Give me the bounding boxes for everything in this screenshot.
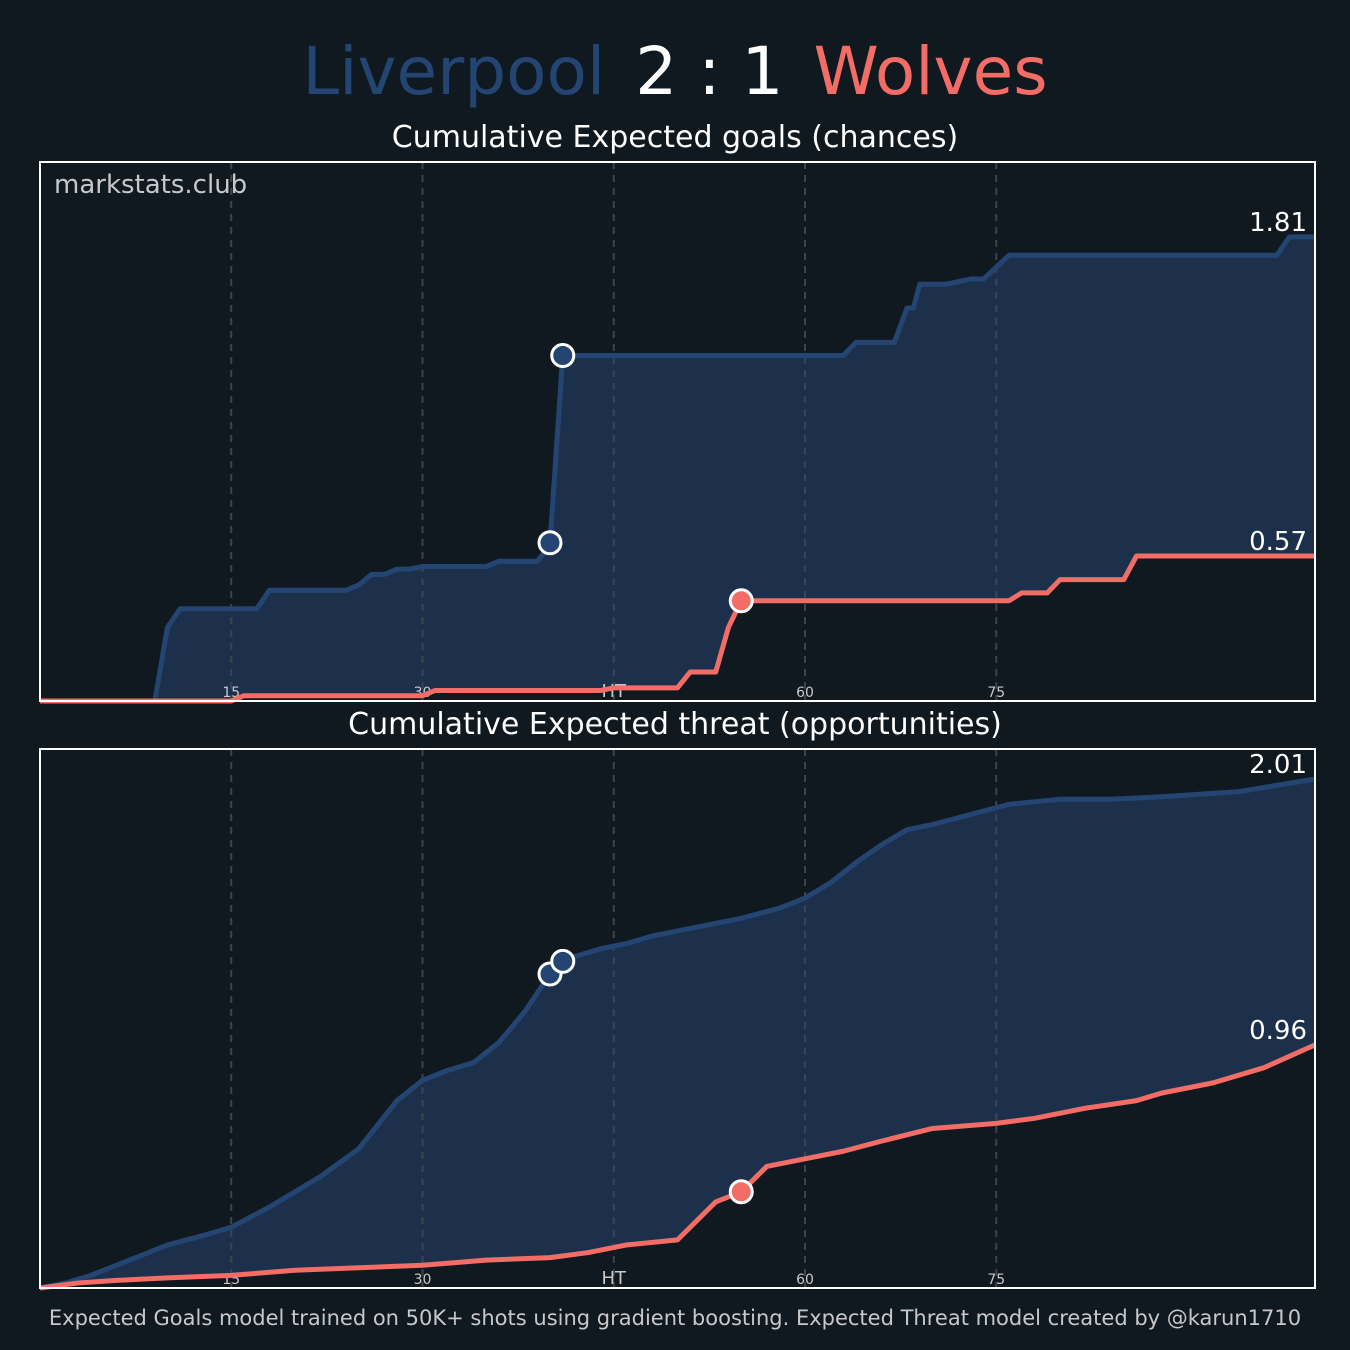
xt-tick-label: 30 bbox=[414, 1272, 432, 1288]
home-team-name: Liverpool bbox=[302, 33, 606, 110]
xg-plot-frame bbox=[39, 161, 1316, 702]
xt-wolves-final-label: 0.96 bbox=[1249, 1016, 1307, 1046]
xt-wolves-goal-marker bbox=[728, 1179, 754, 1205]
xg-liverpool-goal-marker bbox=[537, 530, 563, 556]
xg-wolves-goal-marker bbox=[728, 588, 754, 614]
xg-wolves-line bbox=[40, 553, 1315, 704]
xg-tick-label: 75 bbox=[987, 685, 1005, 701]
xt-chart-title: Cumulative Expected threat (opportunitie… bbox=[348, 707, 1002, 742]
xg-tick-label: 60 bbox=[796, 685, 814, 701]
xg-chart-title: Cumulative Expected goals (chances) bbox=[391, 120, 959, 155]
match-header: Liverpool 2 : 1 Wolves bbox=[0, 22, 1350, 122]
xt-liverpool-goal-marker bbox=[550, 948, 576, 974]
xt-tick-label: 60 bbox=[796, 1272, 814, 1288]
xt-tick-label: HT bbox=[601, 1268, 627, 1289]
score: 2 : 1 bbox=[635, 33, 784, 110]
xg-liverpool-goal-marker bbox=[550, 343, 576, 369]
xg-liverpool-final-label: 1.81 bbox=[1249, 208, 1307, 238]
xt-liverpool-line bbox=[39, 776, 1316, 1291]
xt-liverpool-final-label: 2.01 bbox=[1249, 750, 1307, 780]
xt-plot-frame bbox=[39, 748, 1316, 1289]
xg-wolves-final-label: 0.57 bbox=[1249, 527, 1307, 557]
xt-wolves-line bbox=[39, 1042, 1317, 1291]
xt-tick-label: 75 bbox=[987, 1272, 1005, 1288]
footer-note: Expected Goals model trained on 50K+ sho… bbox=[48, 1306, 1302, 1330]
away-team-name: Wolves bbox=[813, 33, 1048, 110]
watermark: markstats.club bbox=[54, 170, 248, 200]
